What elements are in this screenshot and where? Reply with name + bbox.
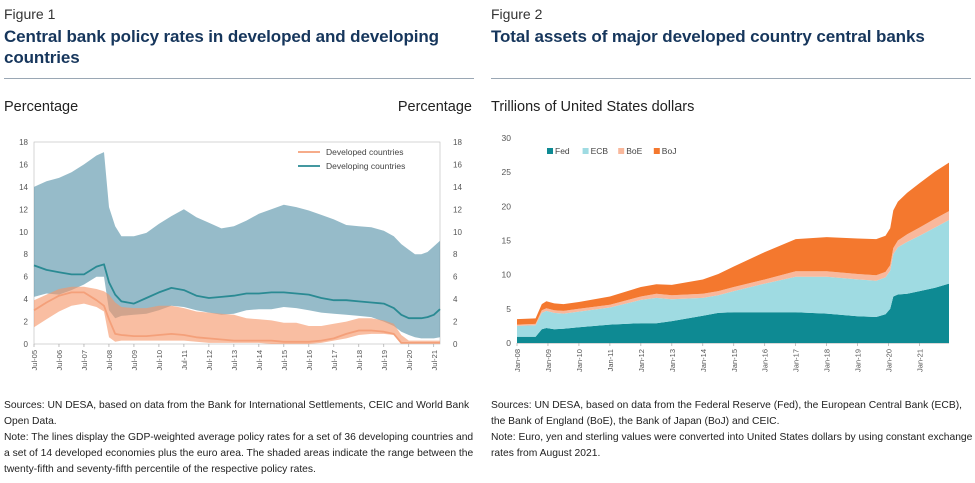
figure-2-label: Figure 2 bbox=[491, 6, 543, 22]
y-tick-label-right: 8 bbox=[453, 250, 458, 259]
figure-1-note: Note: The lines display the GDP-weighted… bbox=[4, 432, 474, 475]
x-tick-label: Jan-09 bbox=[544, 349, 553, 372]
x-tick-label: Jan-14 bbox=[699, 349, 708, 372]
x-tick-label: Jul-11 bbox=[180, 350, 189, 370]
y-tick-label-left: 12 bbox=[19, 205, 28, 214]
area-ecb bbox=[517, 220, 949, 337]
figure-2-panel: Figure 2 Total assets of major developed… bbox=[487, 0, 975, 483]
y-tick-label-left: 10 bbox=[19, 228, 28, 237]
x-tick-label: Jul-16 bbox=[305, 350, 314, 370]
x-tick-label: Jul-15 bbox=[280, 350, 289, 370]
legend-swatch-ecb bbox=[582, 148, 589, 154]
figure-2-title: Total assets of major developed country … bbox=[491, 27, 925, 46]
x-tick-label: Jul-05 bbox=[30, 350, 39, 370]
y-tick-label-left: 8 bbox=[24, 250, 29, 259]
y-tick-label-left: 6 bbox=[24, 273, 29, 282]
area-fed bbox=[517, 283, 949, 343]
y-tick-label-right: 6 bbox=[453, 273, 458, 282]
legend-label-developing-countries: Developing countries bbox=[326, 161, 405, 171]
figure-1-sources: Sources: UN DESA, based on data from the… bbox=[4, 400, 470, 427]
y-tick-label: 5 bbox=[506, 304, 511, 314]
x-tick-label: Jul-20 bbox=[405, 350, 414, 370]
y-tick-label: 0 bbox=[506, 338, 511, 348]
figure-1-panel: Figure 1 Central bank policy rates in de… bbox=[0, 0, 476, 483]
figure-2-notes: Sources: UN DESA, based on data from the… bbox=[491, 398, 973, 462]
y-tick-label: 10 bbox=[502, 270, 512, 280]
figure-1-divider bbox=[4, 78, 474, 79]
x-tick-label: Jul-18 bbox=[355, 350, 364, 370]
figure-1-right-unit: Percentage bbox=[397, 99, 472, 115]
figure-2-sources: Sources: UN DESA, based on data from the… bbox=[491, 400, 963, 427]
y-tick-label: 30 bbox=[502, 133, 512, 143]
y-tick-label-right: 2 bbox=[453, 318, 458, 327]
x-tick-label: Jul-10 bbox=[155, 350, 164, 370]
figure-2-unit: Trillions of United States dollars bbox=[491, 99, 695, 115]
x-tick-label: Jan-13 bbox=[668, 349, 677, 372]
x-tick-label: Jan-10 bbox=[575, 349, 584, 372]
line-developed-countries bbox=[33, 291, 440, 344]
central-bank-assets-chart: 0 5 10 15 20 25 30 Jan-08 Jan-09 Jan-10 Jan-11 Jan-… bbox=[502, 133, 949, 372]
x-tick-label: Jan-16 bbox=[761, 349, 770, 372]
legend-label-boj: BoJ bbox=[662, 146, 677, 156]
y-tick-label-left: 16 bbox=[19, 160, 28, 169]
y-tick-label-left: 14 bbox=[19, 183, 28, 192]
x-tick-label: Jan-11 bbox=[606, 349, 615, 371]
area-boj bbox=[517, 162, 949, 325]
x-tick-label: Jul-07 bbox=[80, 350, 89, 370]
legend-label-boe: BoE bbox=[626, 146, 642, 156]
y-tick-label: 15 bbox=[502, 236, 512, 246]
x-tick-label: Jul-13 bbox=[230, 350, 239, 370]
band-developed-countries bbox=[34, 286, 440, 344]
x-tick-label: Jul-09 bbox=[130, 350, 139, 370]
y-tick-label-left: 2 bbox=[24, 318, 29, 327]
y-tick-label: 25 bbox=[502, 167, 512, 177]
x-tick-label: Jul-08 bbox=[105, 350, 114, 370]
figure-2-note: Note: Euro, yen and sterling values were… bbox=[491, 432, 973, 459]
x-tick-label: Jan-19 bbox=[854, 349, 863, 372]
figure-1-notes: Sources: UN DESA, based on data from the… bbox=[4, 398, 474, 478]
y-tick-label-right: 4 bbox=[453, 295, 458, 304]
x-tick-label: Jul-14 bbox=[255, 350, 264, 370]
x-tick-label: Jan-15 bbox=[730, 349, 739, 372]
figure-2-divider bbox=[491, 78, 971, 79]
x-tick-label: Jan-17 bbox=[792, 349, 801, 372]
y-tick-label-right: 16 bbox=[453, 160, 462, 169]
legend-label-developed-countries: Developed countries bbox=[326, 147, 404, 157]
x-tick-label: Jan-21 bbox=[916, 349, 925, 372]
figure-1-label: Figure 1 bbox=[4, 6, 56, 22]
legend-swatch-fed bbox=[547, 148, 553, 154]
y-tick-label-left: 18 bbox=[19, 138, 28, 147]
y-tick-label-right: 0 bbox=[453, 340, 458, 349]
x-tick-label: Jul-19 bbox=[380, 350, 389, 370]
figure-1-title: Central bank policy rates in developed a… bbox=[4, 27, 439, 67]
legend-label-fed: Fed bbox=[555, 146, 570, 156]
x-tick-label: Jan-08 bbox=[513, 349, 522, 372]
y-tick-label-left: 0 bbox=[24, 340, 29, 349]
x-tick-label: Jul-21 bbox=[430, 350, 439, 370]
legend-label-ecb: ECB bbox=[591, 146, 609, 156]
legend-swatch-boj bbox=[653, 148, 660, 154]
line-developing-countries bbox=[33, 263, 441, 320]
y-tick-label: 20 bbox=[502, 201, 512, 211]
x-tick-label: Jul-06 bbox=[55, 350, 64, 370]
y-tick-label-right: 14 bbox=[453, 183, 462, 192]
y-tick-label-right: 10 bbox=[453, 228, 462, 237]
y-tick-label-right: 12 bbox=[453, 205, 462, 214]
x-tick-label: Jul-17 bbox=[330, 350, 339, 370]
y-tick-label-right: 18 bbox=[453, 138, 462, 147]
legend-swatch-boe bbox=[618, 148, 625, 154]
x-tick-label: Jan-20 bbox=[885, 349, 894, 372]
x-tick-label: Jan-12 bbox=[637, 349, 646, 372]
x-tick-label: Jul-12 bbox=[205, 350, 214, 370]
policy-rates-chart: 0 0 2 2 4 4 6 6 8 8 10 10 12 12 14 14 16 16 18 18 Jul-05 Jul-… bbox=[19, 138, 462, 370]
figure-1-left-unit: Percentage bbox=[4, 99, 79, 115]
y-tick-label-left: 4 bbox=[24, 295, 29, 304]
band-developing-countries bbox=[34, 152, 440, 339]
x-tick-label: Jan-18 bbox=[823, 349, 832, 372]
